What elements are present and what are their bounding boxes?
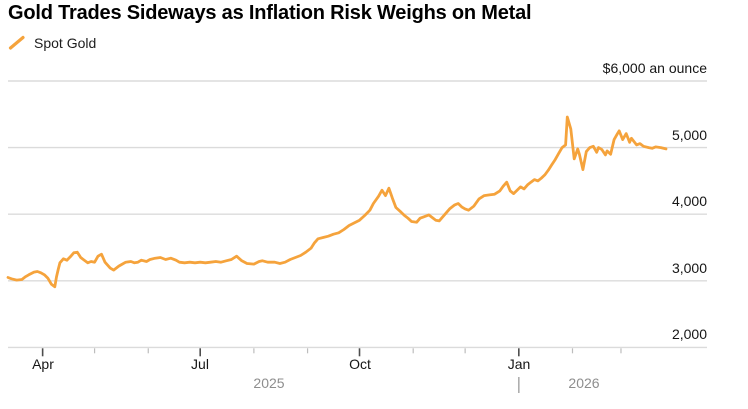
y-axis-label-6000: $6,000 an ounce [602,60,707,76]
x-axis-year-2025: 2025 [253,375,285,391]
chart-title: Gold Trades Sideways as Inflation Risk W… [8,2,532,24]
x-axis-year-2026: 2026 [568,375,600,391]
legend: Spot Gold [8,35,96,51]
slash-line-icon [8,35,26,51]
legend-label: Spot Gold [34,35,97,51]
x-axis-label-oct: Oct [349,356,371,372]
y-axis-label-4000: 4,000 [671,193,707,209]
y-axis-label-5000: 5,000 [671,127,707,143]
x-axis-label-apr: Apr [32,356,54,372]
spot-gold-line [6,115,668,289]
x-axis-label-jan: Jan [507,356,531,372]
y-axis-label-2000: 2,000 [671,326,707,342]
x-axis-label-jul: Jul [191,356,209,372]
y-axis-label-3000: 3,000 [671,260,707,276]
